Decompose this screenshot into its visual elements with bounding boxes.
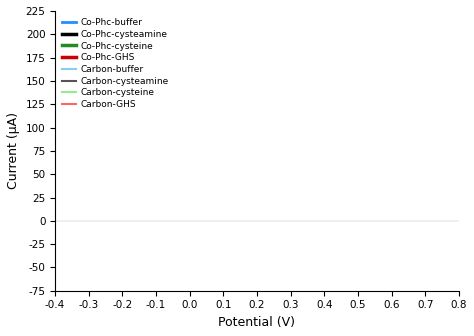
- Co-Phc-buffer: [52, 284, 58, 288]
- Co-Phc-cysteine: [52, 223, 58, 227]
- Carbon-buffer: [52, 233, 58, 237]
- Co-Phc-cysteine: [52, 223, 58, 227]
- Carbon-cysteamine: [52, 228, 58, 232]
- Legend: Co-Phc-buffer, Co-Phc-cysteamine, Co-Phc-cysteine, Co-Phc-GHS, Carbon-buffer, Ca: Co-Phc-buffer, Co-Phc-cysteamine, Co-Phc…: [60, 15, 171, 112]
- Carbon-cysteine: [52, 226, 58, 230]
- Carbon-GHS: [52, 226, 58, 230]
- Carbon-buffer: [52, 233, 58, 237]
- Co-Phc-cysteamine: [52, 223, 58, 227]
- Co-Phc-GHS: [52, 238, 58, 242]
- Carbon-GHS: [52, 226, 58, 230]
- X-axis label: Potential (V): Potential (V): [219, 316, 295, 329]
- Co-Phc-cysteamine: [52, 223, 58, 227]
- Co-Phc-cysteine: [52, 223, 58, 227]
- Carbon-GHS: [52, 226, 58, 230]
- Co-Phc-GHS: [52, 238, 58, 242]
- Carbon-GHS: [52, 226, 58, 230]
- Carbon-GHS: [52, 226, 58, 230]
- Co-Phc-cysteamine: [52, 223, 58, 227]
- Carbon-cysteamine: [52, 228, 58, 232]
- Carbon-buffer: [52, 233, 58, 237]
- Carbon-buffer: [52, 233, 58, 237]
- Carbon-GHS: [52, 226, 58, 230]
- Carbon-cysteamine: [52, 228, 58, 232]
- Co-Phc-buffer: [52, 284, 58, 288]
- Co-Phc-cysteine: [52, 223, 58, 227]
- Carbon-cysteine: [52, 226, 58, 230]
- Carbon-buffer: [52, 233, 58, 237]
- Carbon-cysteine: [52, 226, 58, 230]
- Carbon-buffer: [52, 233, 58, 237]
- Co-Phc-GHS: [52, 238, 58, 242]
- Co-Phc-cysteine: [52, 223, 58, 227]
- Co-Phc-cysteine: [52, 223, 58, 227]
- Carbon-cysteamine: [52, 228, 58, 232]
- Carbon-cysteine: [52, 226, 58, 230]
- Co-Phc-GHS: [52, 238, 58, 242]
- Carbon-cysteamine: [52, 228, 58, 232]
- Carbon-buffer: [52, 233, 58, 237]
- Co-Phc-buffer: [52, 284, 58, 288]
- Co-Phc-cysteine: [52, 223, 58, 227]
- Carbon-GHS: [52, 226, 58, 230]
- Co-Phc-cysteamine: [52, 223, 58, 227]
- Co-Phc-cysteamine: [52, 223, 58, 227]
- Co-Phc-GHS: [52, 238, 58, 242]
- Co-Phc-buffer: [52, 284, 58, 288]
- Carbon-cysteamine: [52, 228, 58, 232]
- Co-Phc-GHS: [52, 238, 58, 242]
- Co-Phc-GHS: [52, 238, 58, 242]
- Carbon-GHS: [52, 226, 58, 230]
- Carbon-cysteine: [52, 226, 58, 230]
- Y-axis label: Current (μA): Current (μA): [7, 112, 20, 190]
- Co-Phc-buffer: [52, 284, 58, 288]
- Carbon-buffer: [52, 233, 58, 237]
- Co-Phc-GHS: [52, 238, 58, 242]
- Carbon-cysteine: [52, 226, 58, 230]
- Co-Phc-buffer: [52, 284, 58, 288]
- Carbon-cysteine: [52, 226, 58, 230]
- Co-Phc-buffer: [52, 284, 58, 288]
- Carbon-cysteine: [52, 226, 58, 230]
- Carbon-cysteamine: [52, 228, 58, 232]
- Carbon-cysteamine: [52, 228, 58, 232]
- Co-Phc-cysteamine: [52, 223, 58, 227]
- Co-Phc-cysteamine: [52, 223, 58, 227]
- Co-Phc-cysteine: [52, 223, 58, 227]
- Co-Phc-buffer: [52, 284, 58, 288]
- Co-Phc-cysteamine: [52, 223, 58, 227]
